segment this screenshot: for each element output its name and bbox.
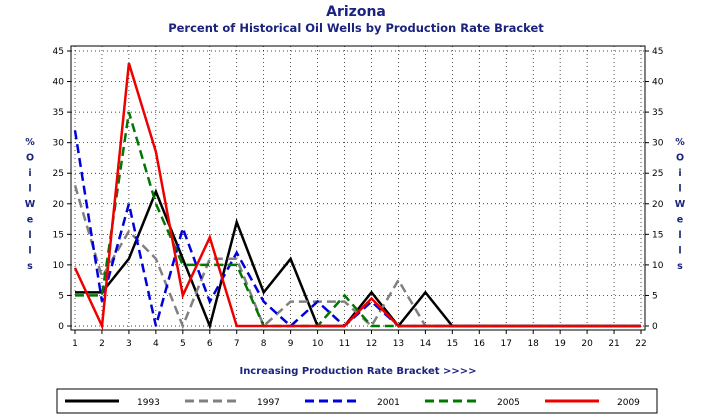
series-line-2001 [73,130,641,328]
plot-frame [70,45,646,331]
y-axis-title-right-char: l [678,230,681,241]
y-axis-title-left-char: s [27,261,33,272]
y-tick-label-left: 10 [53,261,65,271]
x-tick-label: 15 [447,339,458,349]
x-tick-label: 2 [99,339,105,349]
x-tick-label: 7 [234,339,240,349]
legend-label-2009: 2009 [617,398,640,408]
x-tick-label: 12 [366,339,377,349]
y-tick-label-left: 40 [53,78,65,88]
x-tick-label: 4 [153,339,159,349]
y-axis-title-right-char: % [675,137,685,148]
y-tick-label-right: 10 [652,261,664,271]
y-tick-label-left: 15 [53,230,64,240]
y-tick-label-right: 35 [652,108,663,118]
y-tick-label-right: 30 [652,139,664,149]
y-axis-title-left-char: % [25,137,35,148]
x-tick-label: 11 [339,339,350,349]
x-tick-label: 10 [312,339,324,349]
x-tick-label: 16 [474,339,486,349]
legend-label-2001: 2001 [377,398,400,408]
y-tick-label-left: 0 [58,322,64,332]
series-line-2009 [73,62,641,331]
y-tick-label-left: 25 [53,169,64,179]
x-tick-label: 21 [608,339,619,349]
y-tick-label-right: 5 [652,291,658,301]
y-axis-title-right-char: i [678,168,681,179]
y-axis-title-left-char: l [28,246,31,257]
legend-label-1997: 1997 [257,398,280,408]
series-line-2005 [75,111,641,328]
x-tick-label: 5 [180,339,186,349]
x-tick-label: 9 [288,339,294,349]
y-tick-label-right: 0 [652,322,658,332]
y-tick-label-right: 45 [652,47,663,57]
y-axis-title-right-char: O [676,153,684,164]
y-tick-label-right: 40 [652,78,664,88]
y-tick-label-left: 5 [58,291,64,301]
y-axis-title-left-char: l [28,230,31,241]
chart-title: Arizona [326,4,386,20]
y-axis-title-right-char: l [678,246,681,257]
y-axis-title-right-char: e [677,215,683,226]
y-axis-title-left-char: O [26,153,34,164]
y-tick-label-left: 45 [53,47,64,57]
y-axis-title-left-char: l [28,184,31,195]
legend-label-1993: 1993 [137,398,160,408]
x-tick-label: 18 [527,339,539,349]
y-axis-title-right-char: W [675,199,686,210]
chart-subtitle: Percent of Historical Oil Wells by Produ… [168,21,544,35]
y-tick-label-left: 20 [53,200,65,210]
y-tick-label-right: 25 [652,169,663,179]
x-tick-label: 19 [554,339,566,349]
x-tick-label: 8 [261,339,267,349]
series-line-1997 [73,185,641,330]
x-axis-title: Increasing Production Rate Bracket >>>> [239,366,476,377]
x-tick-label: 1 [72,339,78,349]
x-tick-label: 3 [126,339,132,349]
y-tick-label-right: 20 [652,200,664,210]
x-tick-label: 6 [207,339,213,349]
y-tick-label-left: 30 [53,139,65,149]
legend-label-2005: 2005 [497,398,520,408]
x-tick-label: 22 [635,339,646,349]
y-axis-title-left-char: e [27,215,33,226]
y-axis-title-left-char: i [28,168,31,179]
x-tick-label: 13 [393,339,404,349]
x-tick-label: 14 [420,339,432,349]
y-tick-label-left: 35 [53,108,64,118]
x-tick-label: 20 [581,339,593,349]
y-axis-title-left-char: W [25,199,36,210]
y-tick-label-right: 15 [652,230,663,240]
x-tick-label: 17 [501,339,512,349]
y-axis-title-right-char: s [677,261,683,272]
y-axis-title-right-char: l [678,184,681,195]
